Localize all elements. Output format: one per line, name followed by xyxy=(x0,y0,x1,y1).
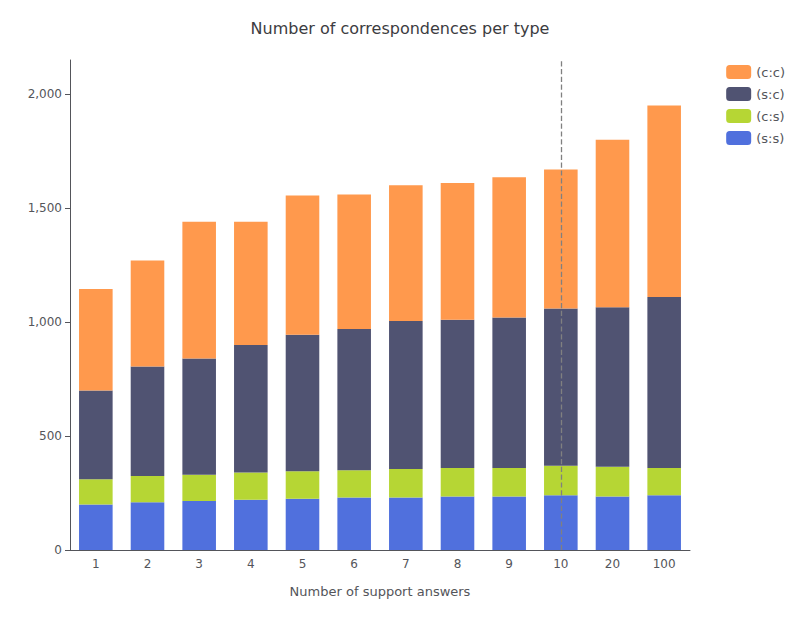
svg-text:(c:s): (c:s) xyxy=(756,109,784,124)
svg-text:(s:s): (s:s) xyxy=(756,131,784,146)
svg-text:3: 3 xyxy=(195,557,203,571)
svg-text:20: 20 xyxy=(605,557,620,571)
svg-text:Number of support answers: Number of support answers xyxy=(290,584,471,599)
svg-text:5: 5 xyxy=(299,557,307,571)
svg-text:0: 0 xyxy=(54,543,62,557)
svg-text:6: 6 xyxy=(350,557,358,571)
svg-text:9: 9 xyxy=(505,557,513,571)
svg-text:500: 500 xyxy=(39,429,62,443)
svg-text:(s:c): (s:c) xyxy=(756,87,784,102)
svg-text:2: 2 xyxy=(144,557,152,571)
svg-text:1,000: 1,000 xyxy=(28,315,62,329)
svg-text:1,500: 1,500 xyxy=(28,201,62,215)
svg-text:7: 7 xyxy=(402,557,410,571)
svg-text:1: 1 xyxy=(92,557,100,571)
svg-text:2,000: 2,000 xyxy=(28,87,62,101)
svg-text:10: 10 xyxy=(553,557,568,571)
svg-text:4: 4 xyxy=(247,557,255,571)
svg-text:8: 8 xyxy=(454,557,462,571)
svg-text:100: 100 xyxy=(653,557,676,571)
svg-text:(c:c): (c:c) xyxy=(756,65,785,80)
svg-text:Number of correspondences per: Number of correspondences per type xyxy=(251,19,550,38)
